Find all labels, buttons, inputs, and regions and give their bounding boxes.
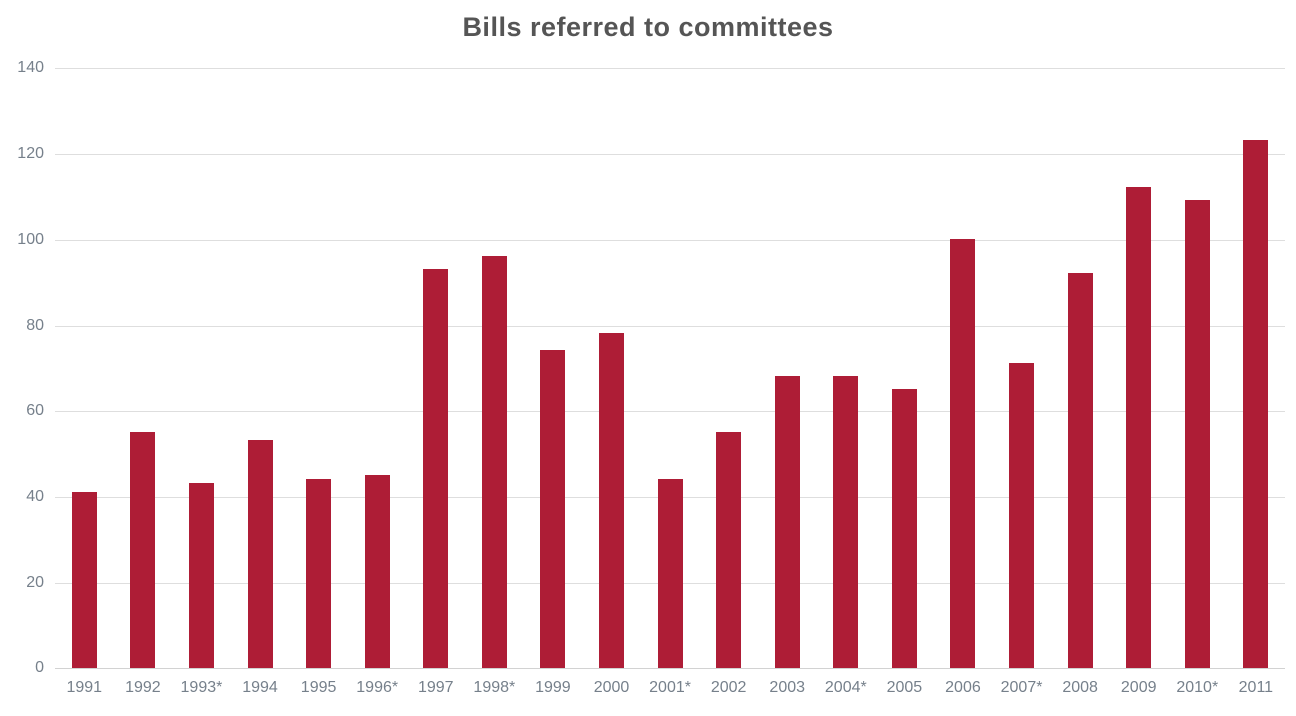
bar-2000	[598, 333, 624, 668]
gridline	[55, 326, 1285, 327]
bar-2007	[1009, 363, 1035, 668]
y-axis-tick-label: 80	[26, 317, 44, 334]
bar-series	[55, 68, 1285, 668]
gridline	[55, 411, 1285, 412]
x-axis-label: 2000	[593, 679, 630, 696]
x-axis-label: 2011	[1238, 679, 1274, 696]
x-axis-label: 2006	[945, 679, 981, 696]
bar-1993	[188, 483, 214, 668]
bar-2002	[716, 432, 742, 668]
x-axis-label: 2007*	[1000, 679, 1043, 696]
plot-area	[55, 68, 1285, 669]
bar-slot	[231, 68, 290, 668]
y-axis-tick-label: 40	[26, 488, 44, 505]
bar-1991	[71, 492, 97, 668]
bar-slot	[934, 68, 993, 668]
gridline	[55, 154, 1285, 155]
y-axis-tick-label: 100	[17, 231, 44, 248]
bar-slot	[348, 68, 407, 668]
bar-1994	[247, 440, 273, 668]
x-axis-label: 1997	[417, 679, 454, 696]
y-axis-tick-label: 60	[26, 402, 44, 419]
x-axis-label: 2005	[886, 679, 923, 696]
bar-slot	[1227, 68, 1286, 668]
bar-slot	[641, 68, 700, 668]
chart-title: Bills referred to committees	[462, 12, 834, 42]
x-axis-label: 1992	[125, 679, 161, 696]
x-axis-label: 2010*	[1176, 679, 1219, 696]
bar-slot	[1168, 68, 1227, 668]
bar-slot	[582, 68, 641, 668]
gridline	[55, 68, 1285, 69]
bar-slot	[875, 68, 934, 668]
bar-2004	[833, 376, 859, 668]
bar-1996	[364, 475, 390, 668]
bar-2006	[950, 239, 976, 668]
bar-slot	[817, 68, 876, 668]
x-axis-line	[55, 668, 1285, 669]
gridline	[55, 240, 1285, 241]
y-axis-tick-label: 20	[26, 574, 44, 591]
bar-1995	[306, 479, 332, 668]
y-axis: 0 20 40 60 80 100 120 140	[0, 0, 44, 716]
x-axis-label: 1995	[300, 679, 337, 696]
bar-slot	[172, 68, 231, 668]
bar-slot	[114, 68, 173, 668]
x-axis-label: 1993*	[180, 679, 223, 696]
bar-slot	[1051, 68, 1110, 668]
bar-1998	[481, 256, 507, 668]
x-axis-label: 1996*	[356, 679, 399, 696]
bar-2003	[774, 376, 800, 668]
y-axis-tick-label: 0	[35, 659, 44, 676]
bar-2011	[1243, 140, 1269, 668]
bar-1992	[130, 432, 156, 668]
bar-slot	[406, 68, 465, 668]
x-axis-label: 2009	[1120, 679, 1157, 696]
x-axis: 1991 1992 1993* 1994 1995 1996* 1997 1998* 1999 2…	[55, 679, 1285, 697]
bar-slot	[699, 68, 758, 668]
bar-2001	[657, 479, 683, 668]
x-axis-label: 2003	[769, 679, 806, 696]
bar-slot	[1109, 68, 1168, 668]
bar-slot	[55, 68, 114, 668]
x-axis-label: 2002	[710, 679, 747, 696]
x-axis-label: 2008	[1062, 679, 1098, 696]
bar-1999	[540, 350, 566, 668]
bar-slot	[289, 68, 348, 668]
x-axis-label: 1991	[66, 679, 103, 696]
x-axis-label: 2001*	[649, 679, 691, 696]
bar-slot	[758, 68, 817, 668]
bar-1997	[423, 269, 449, 668]
x-axis-label: 1999	[535, 679, 571, 696]
y-axis-tick-label: 140	[17, 59, 44, 76]
x-axis-label: 2004*	[824, 679, 867, 696]
bar-2005	[891, 389, 917, 668]
bar-2010	[1184, 200, 1210, 668]
x-axis-label: 1994	[242, 679, 278, 696]
bar-slot	[992, 68, 1051, 668]
bar-2008	[1067, 273, 1093, 668]
bar-2009	[1126, 187, 1152, 668]
bar-slot	[524, 68, 583, 668]
bar-slot	[465, 68, 524, 668]
x-axis-label: 1998*	[473, 679, 516, 696]
y-axis-tick-label: 120	[17, 145, 44, 162]
